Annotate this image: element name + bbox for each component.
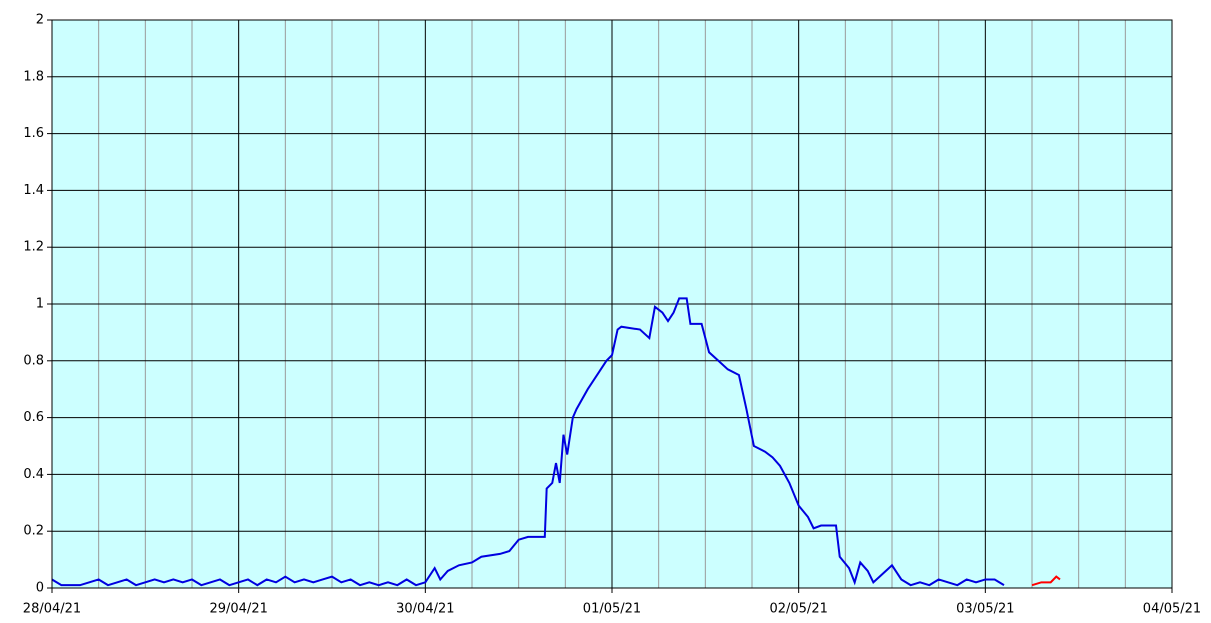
y-tick-label: 0: [36, 581, 44, 596]
x-tick-label: 02/05/21: [769, 602, 827, 617]
y-tick-label: 1.6: [23, 126, 44, 141]
y-tick-label: 0.4: [23, 467, 44, 482]
x-tick-label: 29/04/21: [209, 602, 267, 617]
x-tick-label: 01/05/21: [583, 602, 641, 617]
x-tick-label: 30/04/21: [396, 602, 454, 617]
plot-border: [51, 19, 1173, 589]
x-tick-label: 28/04/21: [23, 602, 81, 617]
y-tick-label: 1.4: [23, 183, 44, 198]
y-tick-label: 0.2: [23, 524, 44, 539]
y-tick-label: 0.6: [23, 410, 44, 425]
y-tick-label: 0.8: [23, 353, 44, 368]
x-tick-label: 04/05/21: [1143, 602, 1201, 617]
data-line: [1031, 575, 1061, 587]
x-tick-label: 03/05/21: [956, 602, 1014, 617]
y-tick-label: 2: [36, 13, 44, 28]
y-tick-label: 1: [36, 297, 44, 312]
y-tick-label: 1.2: [23, 240, 44, 255]
y-tick-label: 1.8: [23, 69, 44, 84]
data-line: [51, 297, 1005, 587]
